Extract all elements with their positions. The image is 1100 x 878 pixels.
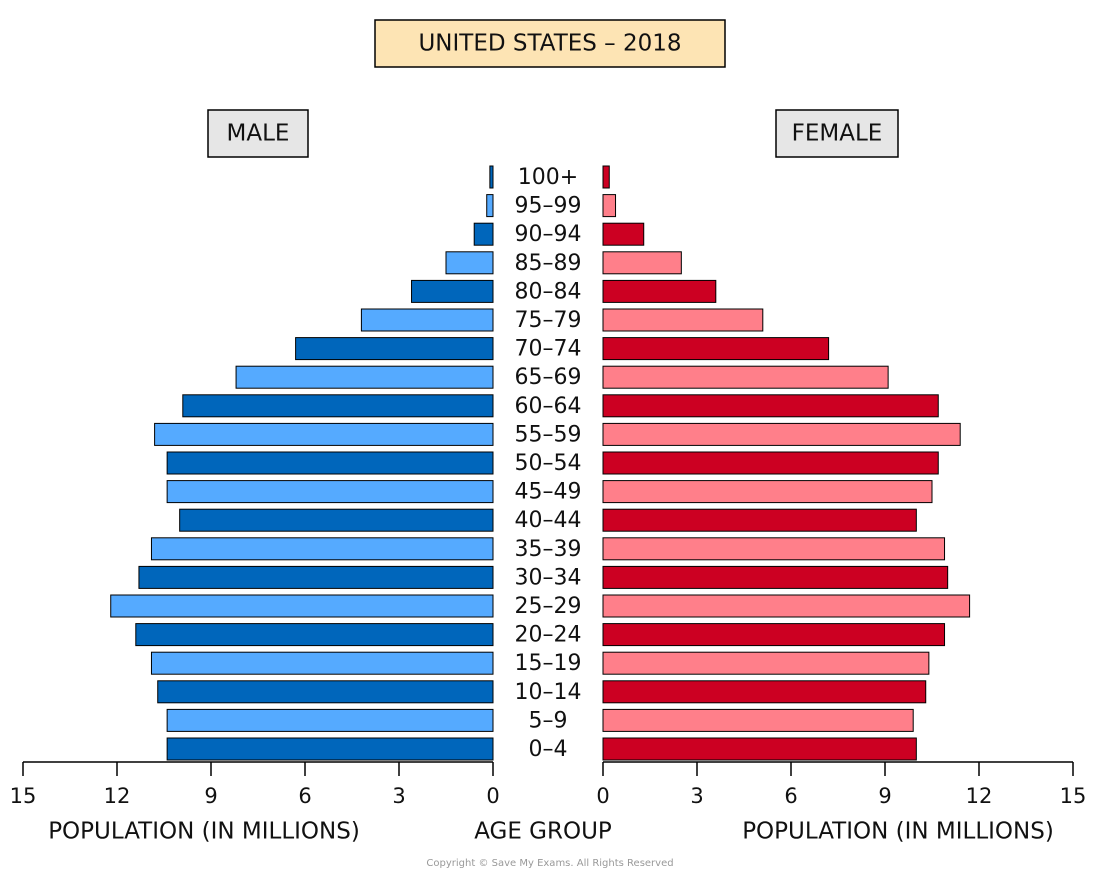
bar: [489, 165, 494, 189]
bar: [602, 365, 889, 389]
bar: [166, 451, 494, 475]
bar: [602, 651, 930, 675]
age-label: 25–29: [515, 594, 582, 619]
bar: [138, 565, 494, 589]
bar: [473, 222, 494, 246]
title-box: [374, 19, 726, 68]
age-label: 60–64: [515, 394, 582, 419]
bar: [602, 394, 939, 418]
x-tick-label: 12: [966, 784, 993, 808]
bar: [602, 337, 830, 361]
x-tick-label: 0: [596, 784, 609, 808]
bar: [602, 623, 946, 647]
bar: [166, 737, 494, 761]
age-label: 65–69: [515, 365, 582, 390]
bar: [486, 194, 494, 218]
bar: [602, 708, 914, 732]
x-tick-label: 15: [10, 784, 37, 808]
age-label: 10–14: [515, 680, 582, 705]
bar: [411, 279, 494, 303]
x-tick-label: 15: [1060, 784, 1087, 808]
age-label: 20–24: [515, 623, 582, 648]
bar: [602, 737, 917, 761]
age-label: 95–99: [515, 194, 582, 219]
age-label: 0–4: [529, 737, 568, 762]
bar: [602, 537, 946, 561]
bar: [166, 480, 494, 504]
legend-box: [207, 109, 309, 158]
x-tick-label: 0: [486, 784, 499, 808]
bar: [602, 308, 764, 332]
chart-title: UNITED STATES – 2018: [418, 31, 681, 57]
x-axis-label: POPULATION (IN MILLIONS): [48, 819, 360, 845]
bar: [602, 451, 939, 475]
bar: [157, 680, 494, 704]
bar: [445, 251, 494, 275]
age-label: 75–79: [515, 308, 582, 333]
age-label: 35–39: [515, 537, 582, 562]
age-label: 45–49: [515, 480, 582, 505]
bar: [602, 480, 933, 504]
age-label: 30–34: [515, 565, 582, 590]
bar: [179, 508, 494, 532]
bar: [602, 422, 961, 446]
footer: Copyright © Save My Exams. All Rights Re…: [426, 858, 673, 869]
bar: [182, 394, 494, 418]
bar: [602, 251, 682, 275]
x-tick-label: 9: [204, 784, 217, 808]
bar: [295, 337, 494, 361]
bar: [602, 594, 971, 618]
bar: [135, 623, 494, 647]
x-tick-label: 12: [104, 784, 131, 808]
bar: [110, 594, 494, 618]
bar: [150, 651, 494, 675]
age-label: 80–84: [515, 279, 582, 304]
bar: [166, 708, 494, 732]
bar: [235, 365, 494, 389]
category-axis-label: AGE GROUP: [474, 819, 612, 845]
age-label: 55–59: [515, 422, 582, 447]
bar: [360, 308, 494, 332]
age-label: 100+: [518, 165, 578, 190]
bar: [602, 194, 617, 218]
bar: [154, 422, 494, 446]
legend-label: MALE: [227, 121, 290, 147]
legend-box: [775, 109, 899, 158]
age-label: 5–9: [529, 708, 568, 733]
legend-label: FEMALE: [792, 121, 883, 147]
age-label: 50–54: [515, 451, 582, 476]
x-tick-label: 3: [690, 784, 703, 808]
age-label: 90–94: [515, 222, 582, 247]
age-label: 40–44: [515, 508, 582, 533]
age-label: 85–89: [515, 251, 582, 276]
bar: [150, 537, 494, 561]
age-label: 15–19: [515, 651, 582, 676]
x-tick-label: 6: [298, 784, 311, 808]
x-tick-label: 6: [784, 784, 797, 808]
x-axis-label: POPULATION (IN MILLIONS): [742, 819, 1054, 845]
bar: [602, 279, 717, 303]
age-label: 70–74: [515, 337, 582, 362]
bar: [602, 222, 645, 246]
bar: [602, 508, 917, 532]
x-tick-label: 9: [878, 784, 891, 808]
bar: [602, 565, 949, 589]
bar: [602, 165, 610, 189]
bar: [602, 680, 927, 704]
x-tick-label: 3: [392, 784, 405, 808]
